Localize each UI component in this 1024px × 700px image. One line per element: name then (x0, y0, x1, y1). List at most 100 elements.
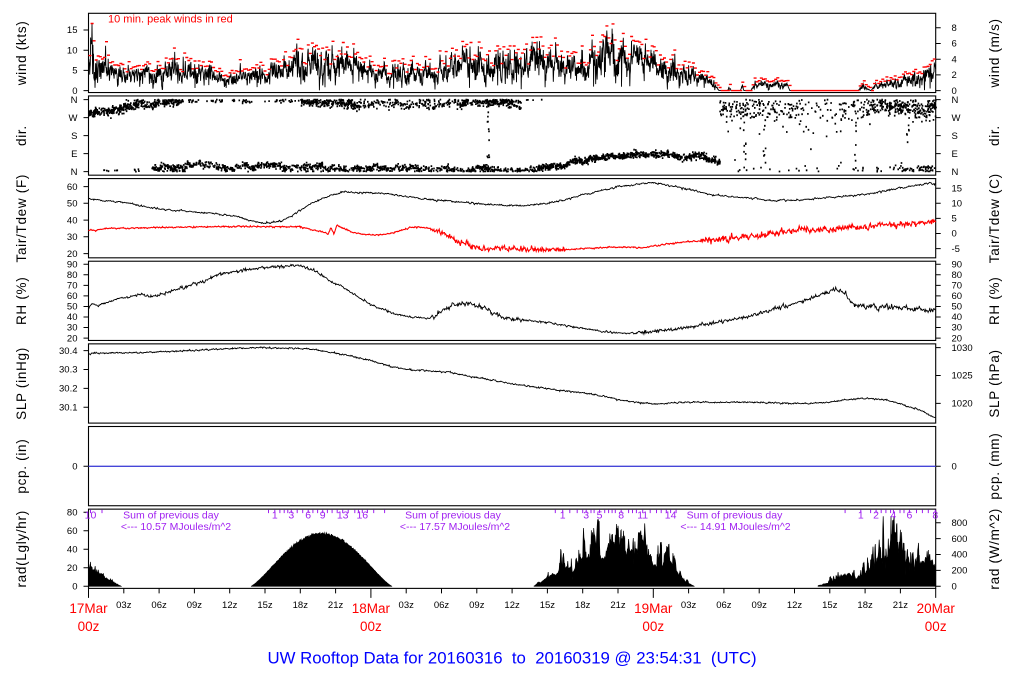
svg-text:60: 60 (67, 291, 78, 302)
svg-text:<--- 17.57 MJoules/m^2: <--- 17.57 MJoules/m^2 (400, 521, 510, 533)
svg-text:0: 0 (952, 229, 957, 240)
svg-text:15: 15 (952, 184, 963, 195)
svg-text:<--- 14.91 MJoules/m^2: <--- 14.91 MJoules/m^2 (680, 521, 790, 533)
svg-text:00z: 00z (642, 619, 664, 634)
svg-text:6: 6 (952, 39, 957, 50)
svg-text:70: 70 (952, 281, 963, 292)
svg-text:1030: 1030 (952, 343, 973, 354)
svg-text:60: 60 (67, 182, 78, 193)
svg-text:10 min. peak winds in red: 10 min. peak winds in red (108, 14, 233, 26)
svg-text:0: 0 (952, 582, 957, 593)
svg-text:0: 0 (952, 462, 957, 473)
svg-text:6: 6 (305, 510, 311, 522)
svg-text:W: W (952, 113, 961, 124)
svg-text:N: N (952, 95, 959, 106)
svg-text:50: 50 (67, 199, 78, 210)
svg-text:80: 80 (67, 270, 78, 281)
svg-text:N: N (71, 95, 78, 106)
svg-text:Tair/Tdew (F): Tair/Tdew (F) (14, 174, 29, 263)
svg-text:06z: 06z (716, 600, 732, 611)
svg-text:SLP (hPa): SLP (hPa) (987, 349, 1002, 417)
svg-text:400: 400 (952, 550, 968, 561)
svg-text:SLP (inHg): SLP (inHg) (14, 347, 29, 420)
svg-text:20Mar: 20Mar (917, 601, 956, 616)
svg-text:30: 30 (67, 323, 78, 334)
svg-text:09z: 09z (469, 600, 485, 611)
svg-text:20: 20 (67, 249, 78, 260)
svg-text:3: 3 (288, 510, 294, 522)
svg-text:18z: 18z (857, 600, 873, 611)
svg-text:03z: 03z (681, 600, 697, 611)
svg-text:4: 4 (890, 510, 896, 522)
svg-text:18z: 18z (293, 600, 309, 611)
svg-text:09z: 09z (187, 600, 203, 611)
svg-text:21z: 21z (610, 600, 626, 611)
svg-text:80: 80 (952, 270, 963, 281)
svg-text:0: 0 (952, 86, 957, 97)
svg-text:E: E (71, 149, 77, 160)
svg-text:0: 0 (72, 462, 77, 473)
svg-text:30: 30 (67, 232, 78, 243)
svg-text:00z: 00z (925, 619, 947, 634)
svg-text:1: 1 (858, 510, 864, 522)
svg-text:20: 20 (67, 563, 78, 574)
svg-text:06z: 06z (151, 600, 167, 611)
svg-text:1: 1 (272, 510, 278, 522)
svg-text:30.2: 30.2 (59, 384, 78, 395)
svg-text:15z: 15z (540, 600, 556, 611)
svg-text:1: 1 (560, 510, 566, 522)
svg-text:17Mar: 17Mar (69, 601, 108, 616)
svg-text:60: 60 (952, 291, 963, 302)
svg-text:14: 14 (665, 510, 677, 522)
svg-text:13: 13 (337, 510, 349, 522)
svg-text:S: S (952, 131, 958, 142)
svg-text:40: 40 (952, 312, 963, 323)
svg-text:pcp. (mm): pcp. (mm) (987, 433, 1002, 500)
svg-text:80: 80 (67, 508, 78, 519)
svg-text:03z: 03z (116, 600, 132, 611)
svg-text:5: 5 (597, 510, 603, 522)
svg-text:Tair/Tdew (C): Tair/Tdew (C) (987, 173, 1002, 263)
svg-text:Sum of previous day: Sum of previous day (123, 509, 219, 521)
svg-text:18z: 18z (575, 600, 591, 611)
svg-text:19Mar: 19Mar (634, 601, 673, 616)
svg-text:00z: 00z (78, 619, 100, 634)
svg-text:0: 0 (72, 582, 77, 593)
svg-text:10: 10 (85, 510, 97, 522)
svg-text:4: 4 (952, 54, 957, 65)
svg-text:12z: 12z (222, 600, 238, 611)
svg-text:10: 10 (952, 199, 963, 210)
svg-text:90: 90 (952, 260, 963, 271)
svg-text:30.1: 30.1 (59, 403, 78, 414)
svg-text:<--- 10.57 MJoules/m^2: <--- 10.57 MJoules/m^2 (121, 521, 231, 533)
svg-text:90: 90 (67, 260, 78, 271)
svg-text:3: 3 (583, 510, 589, 522)
svg-text:40: 40 (67, 312, 78, 323)
svg-text:20: 20 (67, 333, 78, 344)
svg-text:8: 8 (932, 510, 938, 522)
svg-text:1025: 1025 (952, 371, 973, 382)
svg-text:800: 800 (952, 518, 968, 529)
svg-text:00z: 00z (360, 619, 382, 634)
svg-text:W: W (69, 113, 78, 124)
svg-text:30.4: 30.4 (59, 346, 78, 357)
svg-text:pcp. (in): pcp. (in) (14, 439, 29, 494)
svg-text:RH (%): RH (%) (14, 277, 29, 325)
svg-text:dir.: dir. (14, 125, 29, 146)
svg-text:30: 30 (952, 323, 963, 334)
svg-text:15z: 15z (822, 600, 838, 611)
svg-text:50: 50 (67, 302, 78, 313)
svg-text:50: 50 (952, 302, 963, 313)
svg-text:60: 60 (67, 526, 78, 537)
svg-text:40: 40 (67, 215, 78, 226)
svg-text:8: 8 (952, 23, 957, 34)
svg-text:12z: 12z (504, 600, 520, 611)
svg-text:40: 40 (67, 545, 78, 556)
svg-text:UW Rooftop Data for 20160316: UW Rooftop Data for 20160316 to 20160319… (267, 649, 756, 668)
svg-text:10: 10 (67, 45, 78, 56)
svg-text:15: 15 (67, 25, 78, 36)
svg-text:09z: 09z (752, 600, 768, 611)
svg-text:18Mar: 18Mar (352, 601, 391, 616)
svg-text:12z: 12z (787, 600, 803, 611)
svg-text:dir.: dir. (987, 125, 1002, 146)
